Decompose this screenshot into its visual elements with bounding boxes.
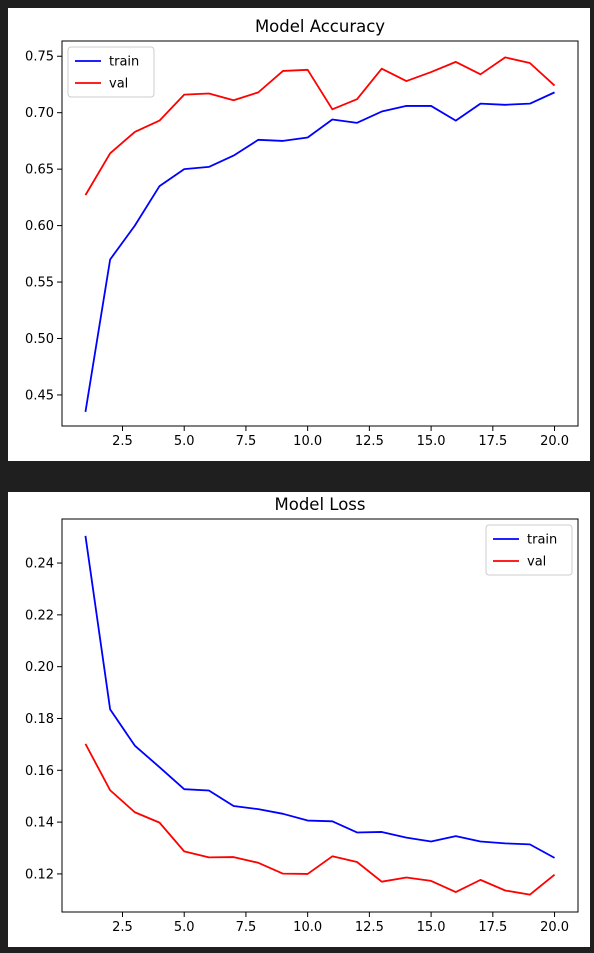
legend-label-val: val xyxy=(527,555,546,570)
legend-box xyxy=(67,46,155,98)
x-tick-label: 17.5 xyxy=(478,920,507,935)
x-tick-label: 2.5 xyxy=(112,434,133,449)
accuracy-chart-panel: Model Accuracy 2.5 5.0 7.5 10.0 12.5 15.0 17.5 2… xyxy=(8,8,590,461)
y-tick-label: 0.50 xyxy=(25,332,54,347)
x-tick-label: 10.0 xyxy=(293,920,322,935)
series-line-train xyxy=(84,535,555,859)
x-tick-label: 5.0 xyxy=(174,920,195,935)
plot-area-frame xyxy=(61,40,579,427)
y-tick-label: 0.65 xyxy=(25,163,54,178)
x-tick-label: 7.5 xyxy=(236,920,257,935)
y-tick-label: 0.45 xyxy=(25,388,54,403)
x-tick-label: 12.5 xyxy=(355,920,384,935)
y-tick-label: 0.18 xyxy=(25,712,54,727)
x-tick-label: 10.0 xyxy=(293,434,322,449)
y-tick-label: 0.75 xyxy=(25,50,54,65)
y-tick-label: 0.14 xyxy=(25,816,54,831)
series-line-val xyxy=(84,56,556,196)
y-tick-label: 0.60 xyxy=(25,219,54,234)
y-tick-label: 0.24 xyxy=(25,557,54,572)
x-tick-label: 20.0 xyxy=(540,920,569,935)
chart-title: Model Loss xyxy=(275,495,366,514)
loss-chart-panel: Model Loss 2.5 5.0 7.5 10.0 12.5 15.0 17.5 20.0 0… xyxy=(8,492,590,947)
x-tick-label: 20.0 xyxy=(540,434,569,449)
legend-label-train: train xyxy=(109,55,139,70)
y-tick-label: 0.16 xyxy=(25,764,54,779)
y-tick-label: 0.22 xyxy=(25,608,54,623)
x-tick-label: 7.5 xyxy=(236,434,257,449)
x-tick-label: 2.5 xyxy=(112,920,133,935)
y-tick-label: 0.70 xyxy=(25,106,54,121)
x-tick-label: 15.0 xyxy=(417,434,446,449)
y-tick-label: 0.12 xyxy=(25,867,54,882)
x-tick-label: 12.5 xyxy=(355,434,384,449)
chart-title: Model Accuracy xyxy=(255,17,385,36)
legend-box xyxy=(485,524,573,576)
y-tick-label: 0.20 xyxy=(25,660,54,675)
legend-label-val: val xyxy=(109,77,128,92)
series-line-val xyxy=(84,743,556,896)
plot-area-frame xyxy=(61,518,579,913)
x-tick-label: 15.0 xyxy=(417,920,446,935)
legend-label-train: train xyxy=(527,533,557,548)
accuracy-chart: Model Accuracy 2.5 5.0 7.5 10.0 12.5 15.0 17.5 2… xyxy=(25,17,579,449)
series-line-train xyxy=(84,91,555,413)
x-tick-label: 5.0 xyxy=(174,434,195,449)
loss-chart: Model Loss 2.5 5.0 7.5 10.0 12.5 15.0 17.5 20.0 0… xyxy=(25,495,579,935)
y-tick-label: 0.55 xyxy=(25,276,54,291)
x-tick-label: 17.5 xyxy=(478,434,507,449)
